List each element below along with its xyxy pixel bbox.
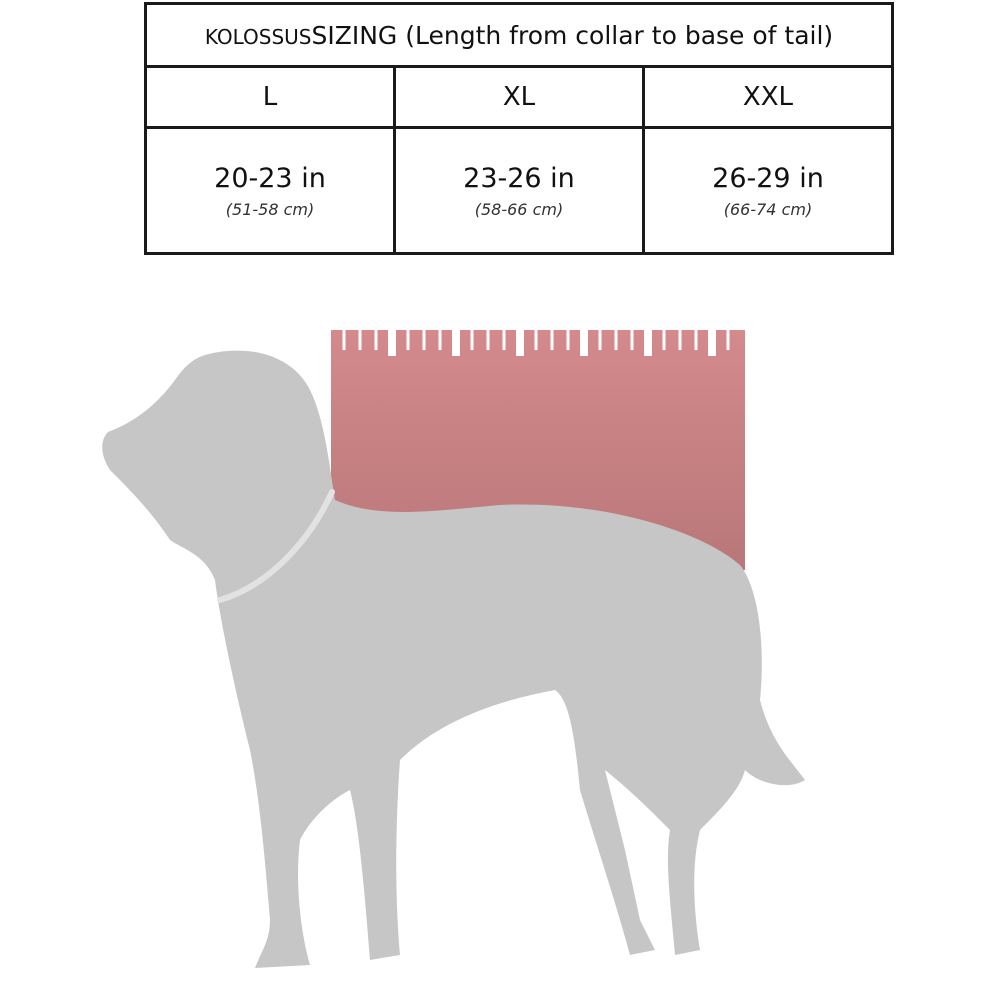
size-label-xl: XL (392, 65, 645, 129)
ruler-minor-tick (406, 330, 410, 350)
ruler-minor-tick (358, 330, 362, 350)
sizing-table: KOLOSSUSSIZING (Length from collar to ba… (144, 2, 895, 255)
size-label-l: L (144, 65, 396, 129)
size-label-xxl: XXL (641, 65, 895, 129)
centimeters: (51-58 cm) (225, 199, 315, 219)
ruler-minor-tick (422, 330, 426, 350)
ruler-minor-tick (662, 330, 666, 350)
ruler-major-tick (452, 330, 460, 356)
collar-icon (217, 489, 335, 603)
ruler-major-tick (644, 330, 652, 356)
ruler-minor-tick (502, 330, 506, 350)
ruler-minor-tick (438, 330, 442, 350)
size-value-xxl: 26-29 in (66-74 cm) (641, 126, 895, 255)
inches: 26-29 in (712, 162, 824, 194)
brand-name: KOLOSSUS (204, 24, 312, 49)
ruler-minor-tick (614, 330, 618, 350)
dog-silhouette-icon (102, 350, 805, 968)
ruler-minor-tick (342, 330, 346, 350)
size-value-l: 20-23 in (51-58 cm) (144, 126, 396, 255)
ruler-minor-tick (534, 330, 538, 350)
title-text: SIZING (Length from collar to base of ta… (311, 20, 834, 50)
ruler-minor-tick (678, 330, 682, 350)
inches: 20-23 in (214, 162, 326, 194)
ruler-minor-tick (550, 330, 554, 350)
ruler-minor-tick (486, 330, 490, 350)
ruler-minor-tick (470, 330, 474, 350)
ruler-major-tick (708, 330, 716, 356)
ruler-minor-tick (374, 330, 378, 350)
ruler-major-tick (580, 330, 588, 356)
size-value-xl: 23-26 in (58-66 cm) (392, 126, 645, 255)
inches: 23-26 in (463, 162, 575, 194)
ruler-minor-tick (566, 330, 570, 350)
ruler-major-tick (516, 330, 524, 356)
ruler-minor-tick (598, 330, 602, 350)
centimeters: (58-66 cm) (474, 199, 564, 219)
ruler-minor-tick (726, 330, 730, 350)
ruler-major-tick (388, 330, 396, 356)
centimeters: (66-74 cm) (723, 199, 813, 219)
ruler-minor-tick (694, 330, 698, 350)
ruler-minor-tick (630, 330, 634, 350)
table-title: KOLOSSUSSIZING (Length from collar to ba… (144, 2, 894, 68)
